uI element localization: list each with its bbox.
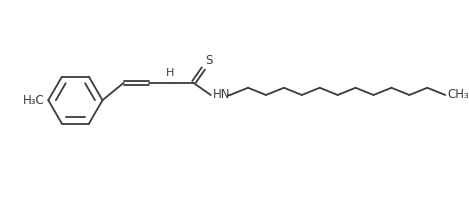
Text: HN: HN xyxy=(213,88,230,102)
Text: H: H xyxy=(166,68,174,78)
Text: H₃C: H₃C xyxy=(23,94,45,107)
Text: S: S xyxy=(205,54,212,67)
Text: CH₃: CH₃ xyxy=(447,88,469,102)
